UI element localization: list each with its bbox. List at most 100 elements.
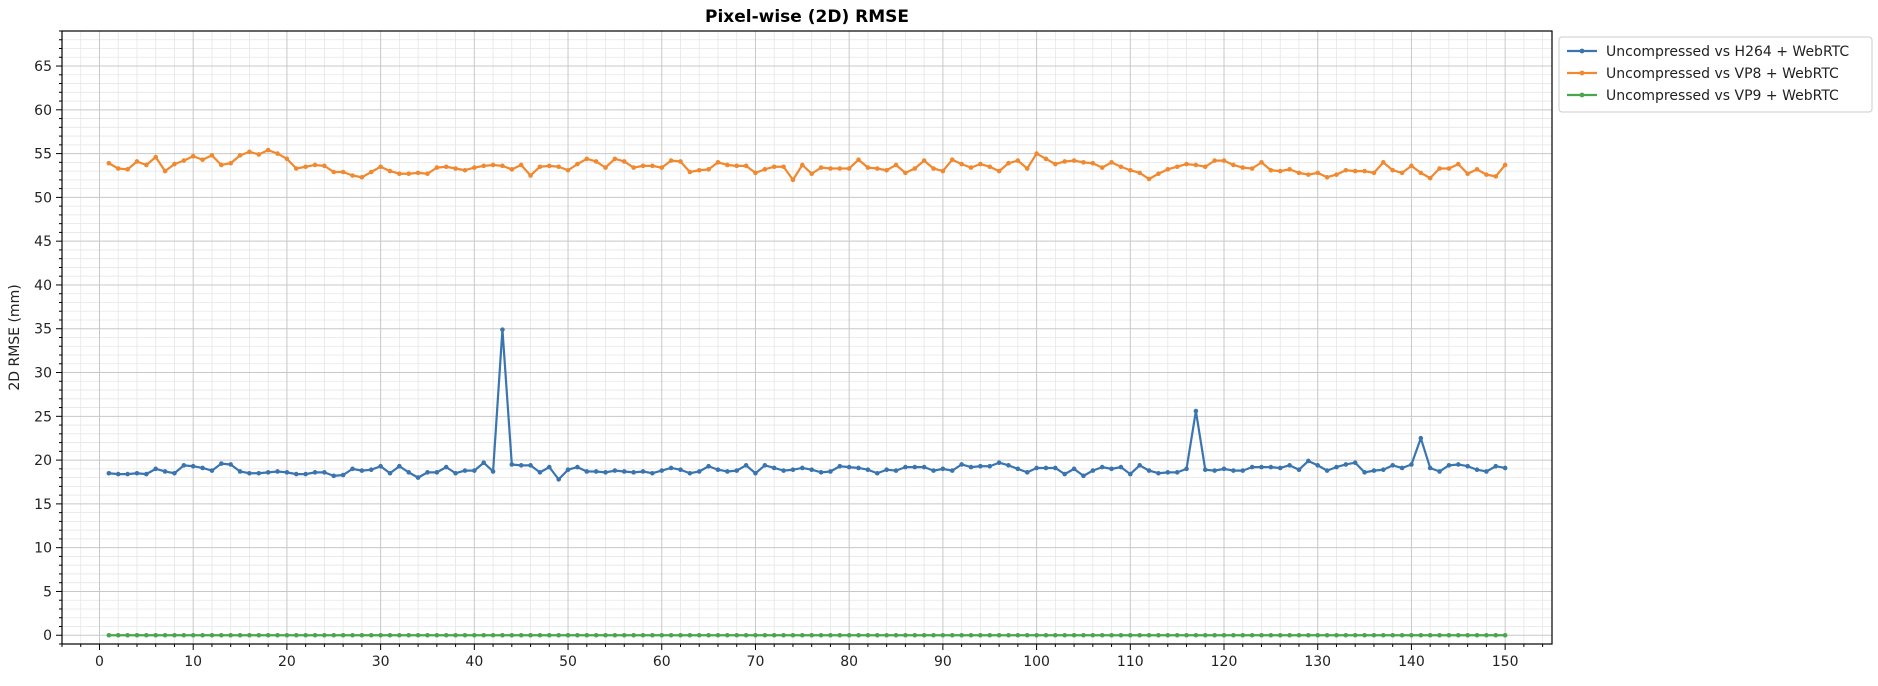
data-point — [1474, 167, 1480, 172]
data-point — [1334, 172, 1339, 177]
data-point — [1455, 632, 1461, 638]
data-point — [1231, 162, 1236, 168]
data-point — [368, 467, 374, 473]
data-point — [1099, 632, 1105, 638]
legend-item: Uncompressed vs VP9 + WebRTC — [1567, 88, 1839, 104]
data-point — [322, 632, 327, 638]
data-point — [153, 632, 159, 638]
data-point — [668, 158, 674, 163]
data-point — [415, 170, 421, 176]
data-point — [518, 632, 524, 638]
data-point — [687, 169, 693, 175]
data-point — [762, 463, 768, 468]
data-point — [500, 632, 505, 638]
data-point — [828, 166, 833, 171]
data-point — [1427, 465, 1433, 471]
data-point — [368, 169, 374, 175]
data-point — [1034, 465, 1039, 471]
data-point — [1090, 468, 1096, 473]
series-1 — [106, 327, 1508, 482]
data-point — [1474, 467, 1480, 473]
data-point — [668, 465, 674, 471]
data-point — [734, 468, 740, 473]
data-point — [1334, 464, 1339, 470]
data-point — [275, 151, 280, 156]
data-point — [687, 470, 693, 476]
data-point — [1277, 465, 1283, 471]
data-point — [1343, 632, 1349, 638]
y-tick-label: 65 — [34, 59, 52, 75]
data-point — [1324, 174, 1330, 180]
data-point — [753, 170, 758, 176]
y-tick-label: 0 — [43, 628, 52, 644]
data-point — [1249, 632, 1255, 638]
data-point — [359, 632, 365, 638]
data-point — [1015, 632, 1021, 638]
x-tick-label: 90 — [934, 654, 952, 670]
data-point — [265, 632, 271, 638]
data-point — [134, 159, 140, 164]
data-point — [1128, 632, 1133, 638]
data-point — [284, 470, 290, 475]
data-point — [397, 463, 402, 469]
data-point — [1053, 161, 1058, 167]
data-point — [219, 162, 224, 168]
data-point — [809, 632, 814, 638]
data-point — [1071, 158, 1077, 163]
data-point — [312, 162, 318, 168]
data-point — [593, 469, 599, 474]
data-point — [584, 632, 590, 638]
data-point — [856, 632, 861, 638]
data-point — [1390, 632, 1395, 638]
data-point — [1212, 158, 1217, 163]
data-point — [949, 632, 955, 638]
data-point — [1099, 165, 1105, 170]
data-point — [406, 470, 412, 475]
data-point — [1343, 462, 1349, 467]
data-point — [172, 470, 177, 476]
data-point — [903, 170, 908, 176]
data-point — [1240, 468, 1246, 473]
data-point — [1418, 170, 1424, 176]
data-point — [1090, 160, 1096, 166]
data-point — [1043, 156, 1049, 162]
data-point — [603, 165, 608, 170]
data-point — [293, 471, 299, 477]
data-point — [106, 470, 112, 476]
data-point — [725, 632, 730, 638]
data-point — [884, 467, 889, 473]
data-point — [144, 632, 149, 638]
data-point — [162, 632, 168, 638]
data-point — [1315, 170, 1321, 176]
data-point — [715, 160, 721, 165]
data-point — [856, 157, 861, 163]
data-point — [472, 468, 477, 473]
data-point — [1193, 408, 1199, 414]
y-tick-label: 60 — [34, 103, 52, 119]
data-point — [115, 166, 121, 171]
data-point — [1006, 463, 1011, 468]
data-point — [696, 167, 702, 173]
data-point — [1221, 466, 1227, 472]
data-point — [556, 164, 561, 170]
data-point — [1053, 632, 1058, 638]
data-point — [256, 470, 262, 476]
data-point — [678, 632, 683, 638]
data-point — [650, 163, 655, 169]
data-point — [1493, 463, 1499, 469]
data-point — [800, 162, 805, 168]
x-tick-label: 20 — [278, 654, 296, 670]
data-point — [1034, 632, 1039, 638]
data-point — [725, 162, 730, 168]
data-point — [200, 157, 205, 163]
data-point — [350, 632, 355, 638]
data-point — [959, 632, 964, 638]
series-3 — [106, 632, 1508, 638]
data-point — [1043, 632, 1049, 638]
data-point — [1202, 632, 1208, 638]
data-point — [453, 470, 458, 476]
y-axis-label: 2D RMSE (mm) — [7, 284, 23, 390]
data-point — [322, 470, 327, 475]
x-tick-label: 50 — [559, 654, 577, 670]
data-point — [331, 169, 337, 175]
